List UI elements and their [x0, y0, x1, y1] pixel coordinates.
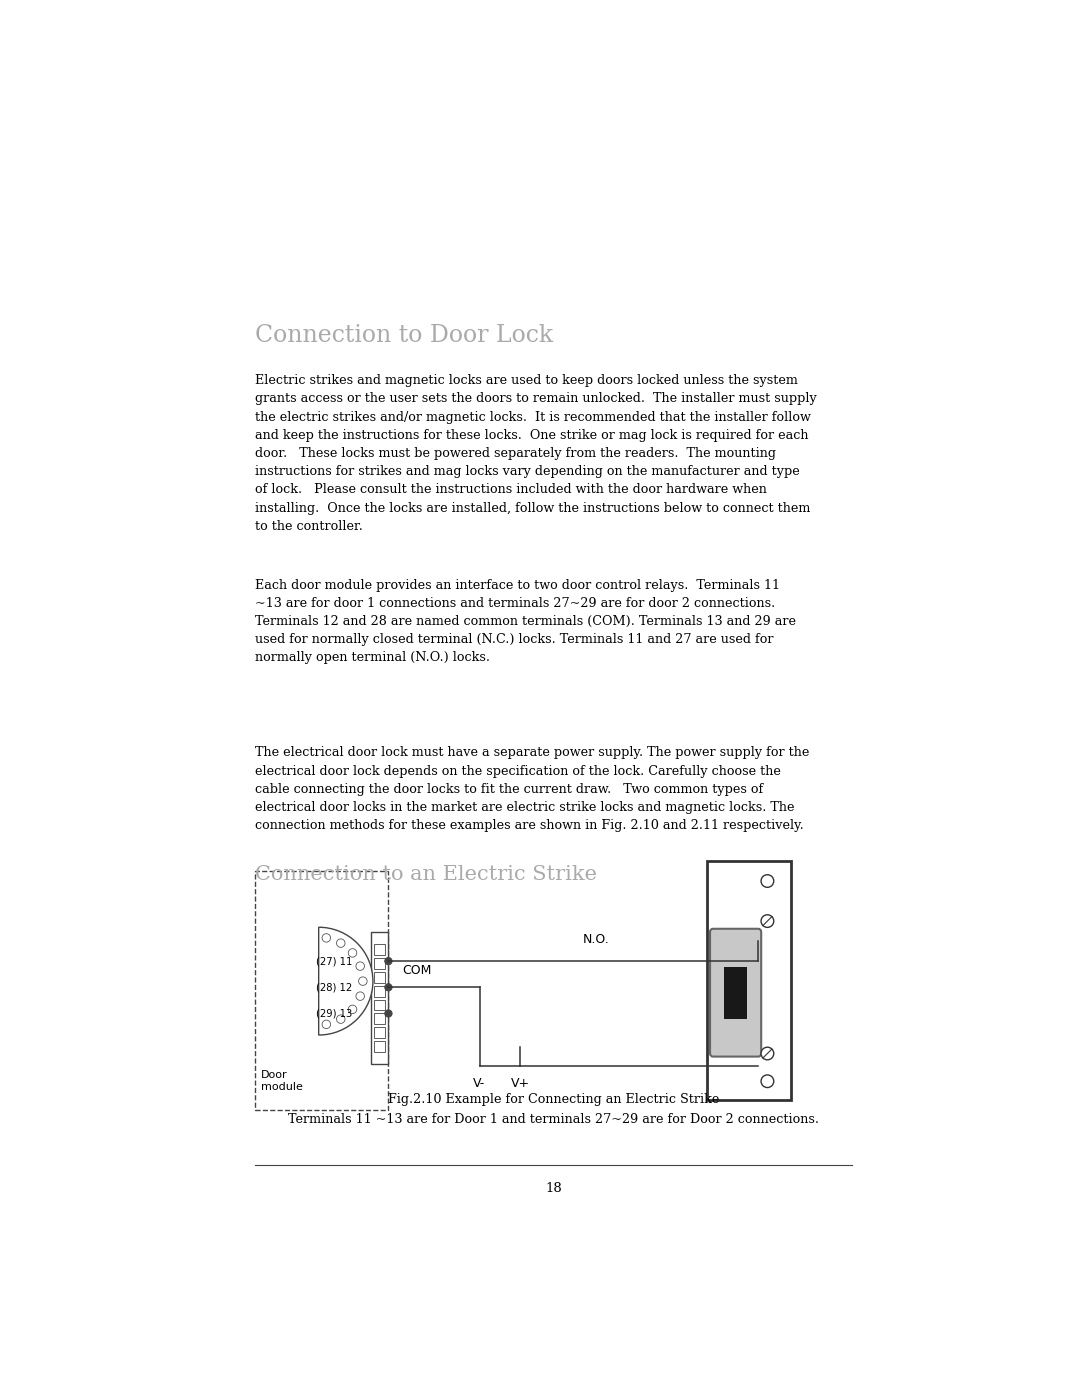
Bar — [724, 967, 747, 1018]
Circle shape — [348, 949, 356, 957]
Bar — [707, 861, 791, 1099]
Text: V+: V+ — [512, 1077, 530, 1090]
Circle shape — [356, 963, 364, 971]
Bar — [375, 1027, 386, 1038]
Bar — [375, 944, 386, 956]
Bar — [375, 1013, 386, 1024]
Circle shape — [384, 957, 392, 965]
Bar — [372, 932, 389, 1065]
Bar — [375, 986, 386, 996]
Circle shape — [761, 1048, 773, 1060]
Bar — [375, 958, 386, 968]
Text: The electrical door lock must have a separate power supply. The power supply for: The electrical door lock must have a sep… — [255, 746, 810, 833]
Circle shape — [337, 939, 345, 947]
Circle shape — [359, 977, 367, 985]
Text: Electric strikes and magnetic locks are used to keep doors locked unless the sys: Electric strikes and magnetic locks are … — [255, 374, 816, 532]
Text: Terminals 11 ~13 are for Door 1 and terminals 27~29 are for Door 2 connections.: Terminals 11 ~13 are for Door 1 and term… — [288, 1112, 819, 1126]
Circle shape — [322, 933, 330, 942]
Text: Door
module: Door module — [261, 1070, 303, 1092]
Circle shape — [322, 1020, 330, 1028]
Text: (28) 12: (28) 12 — [315, 982, 352, 992]
Text: Each door module provides an interface to two door control relays.  Terminals 11: Each door module provides an interface t… — [255, 578, 796, 665]
Text: V-: V- — [473, 1077, 485, 1090]
Circle shape — [356, 992, 364, 1000]
Circle shape — [337, 1014, 345, 1024]
Text: Fig.2.10 Example for Connecting an Electric Strike: Fig.2.10 Example for Connecting an Elect… — [388, 1094, 719, 1106]
Text: COM: COM — [403, 964, 432, 978]
Bar — [375, 1000, 386, 1010]
Circle shape — [761, 1074, 773, 1087]
Text: (27) 11: (27) 11 — [315, 956, 352, 967]
FancyBboxPatch shape — [710, 929, 761, 1056]
Text: Connection to Door Lock: Connection to Door Lock — [255, 324, 553, 346]
Bar — [255, 870, 389, 1109]
Text: Connection to an Electric Strike: Connection to an Electric Strike — [255, 865, 597, 884]
Circle shape — [384, 1010, 392, 1017]
Circle shape — [348, 1004, 356, 1014]
Circle shape — [761, 915, 773, 928]
Circle shape — [384, 983, 392, 990]
Bar — [375, 972, 386, 982]
Text: 18: 18 — [545, 1182, 562, 1194]
Text: N.O.: N.O. — [583, 933, 610, 947]
Wedge shape — [319, 928, 373, 1035]
Text: (29) 13: (29) 13 — [315, 1009, 352, 1018]
Bar — [375, 1041, 386, 1052]
Circle shape — [761, 875, 773, 887]
